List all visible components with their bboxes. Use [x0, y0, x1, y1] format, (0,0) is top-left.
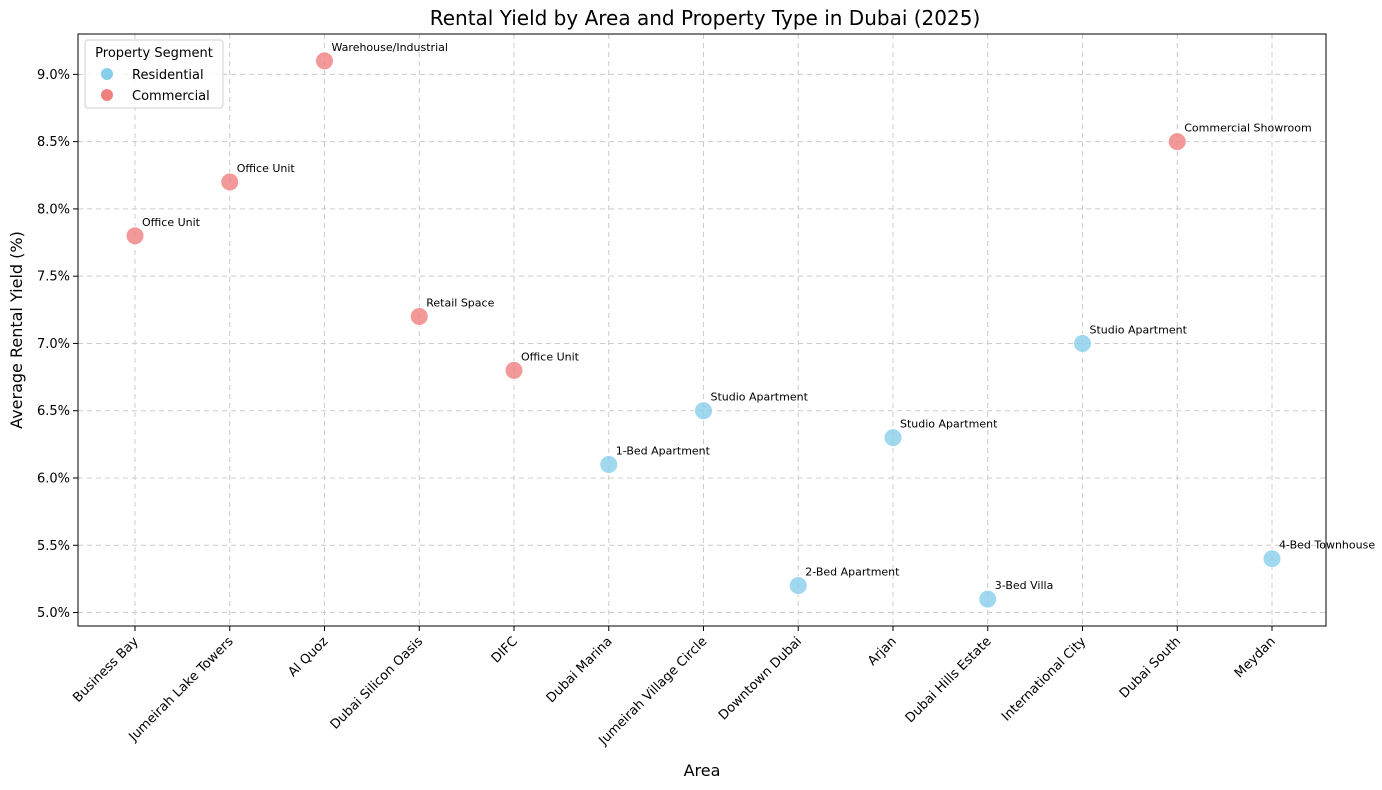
y-tick-label: 5.5%	[37, 539, 70, 554]
point-dubai-hills-estate	[978, 589, 998, 609]
y-tick-label: 8.5%	[37, 135, 70, 150]
annotation-dubai-south: Commercial Showroom	[1184, 122, 1311, 135]
point-annotations: Office Unit Office Unit Warehouse/Industri…	[142, 41, 1375, 592]
x-tick-label-meydan: Meydan	[1232, 634, 1279, 681]
annotation-dubai-silicon-oasis: Retail Space	[426, 297, 494, 310]
point-jumeirah-lake-towers	[220, 172, 240, 192]
y-tick-label: 9.0%	[37, 68, 70, 83]
legend-frame	[84, 39, 224, 109]
x-tick-label-arjan: Arjan	[865, 634, 900, 669]
legend-title: Property Segment	[95, 46, 213, 61]
x-tick-label-difc: DIFC	[489, 634, 521, 666]
x-tick-label-downtown-dubai: Downtown Dubai	[716, 634, 805, 723]
point-international-city	[1073, 333, 1092, 353]
point-dubai-silicon-oasis	[409, 307, 429, 327]
x-tick-label-jumeirah-lake-towers: Jumeirah Lake Towers	[126, 634, 237, 745]
legend-marker-residential	[101, 68, 113, 80]
point-al-quoz	[315, 51, 334, 71]
annotation-jumeirah-village-circle: Studio Apartment	[711, 391, 809, 404]
x-axis-label: Area	[684, 761, 721, 780]
grid	[78, 34, 1326, 626]
legend-marker-commercial	[101, 89, 113, 101]
legend-label-commercial: Commercial	[132, 89, 210, 104]
annotation-al-quoz: Warehouse/Industrial	[332, 41, 448, 54]
x-tick-label-international-city: International City	[999, 634, 1089, 724]
y-tick-label: 8.0%	[37, 202, 70, 217]
x-tick-label-jumeirah-village-circle: Jumeirah Village Circle	[596, 634, 711, 749]
x-tick-label-dubai-marina: Dubai Marina	[544, 634, 616, 706]
legend-label-residential: Residential	[132, 68, 204, 83]
y-tick-label: 6.0%	[37, 472, 70, 487]
annotation-meydan: 4-Bed Townhouse	[1279, 539, 1375, 552]
annotation-jumeirah-lake-towers: Office Unit	[237, 162, 296, 175]
annotation-downtown-dubai: 2-Bed Apartment	[805, 566, 900, 579]
chart-title: Rental Yield by Area and Property Type i…	[430, 6, 981, 30]
point-dubai-marina	[599, 455, 619, 475]
point-meydan	[1262, 549, 1282, 569]
point-arjan	[883, 428, 903, 448]
axis-ticks: 5.0% 5.5% 6.0% 6.5% 7.0% 7.5% 8.0% 8.5% 9.0% Busi…	[37, 68, 1279, 749]
plot-area	[77, 33, 1327, 627]
point-dubai-south	[1167, 132, 1187, 152]
y-tick-label: 7.5%	[37, 270, 70, 285]
annotation-international-city: Studio Apartment	[1090, 323, 1188, 336]
annotation-business-bay: Office Unit	[142, 216, 201, 229]
y-tick-label: 7.0%	[37, 337, 70, 352]
annotation-dubai-hills-estate: 3-Bed Villa	[995, 579, 1054, 592]
data-points	[125, 51, 1282, 609]
annotation-difc: Office Unit	[521, 350, 580, 363]
x-tick-label-al-quoz: Al Quoz	[285, 634, 331, 680]
x-tick-label-dubai-hills-estate: Dubai Hills Estate	[903, 634, 995, 726]
y-axis-label: Average Rental Yield (%)	[7, 231, 26, 429]
y-tick-label: 5.0%	[37, 606, 70, 621]
point-downtown-dubai	[788, 576, 808, 596]
annotation-dubai-marina: 1-Bed Apartment	[616, 445, 711, 458]
point-business-bay	[125, 226, 145, 246]
point-jumeirah-village-circle	[694, 401, 713, 421]
x-tick-label-dubai-south: Dubai South	[1117, 634, 1184, 701]
x-tick-label-dubai-silicon-oasis: Dubai Silicon Oasis	[328, 634, 427, 733]
y-tick-label: 6.5%	[37, 404, 70, 419]
legend: Property Segment Residential Commercial	[84, 39, 224, 109]
x-tick-label-business-bay: Business Bay	[70, 634, 142, 706]
annotation-arjan: Studio Apartment	[900, 418, 998, 431]
point-difc	[504, 360, 524, 380]
